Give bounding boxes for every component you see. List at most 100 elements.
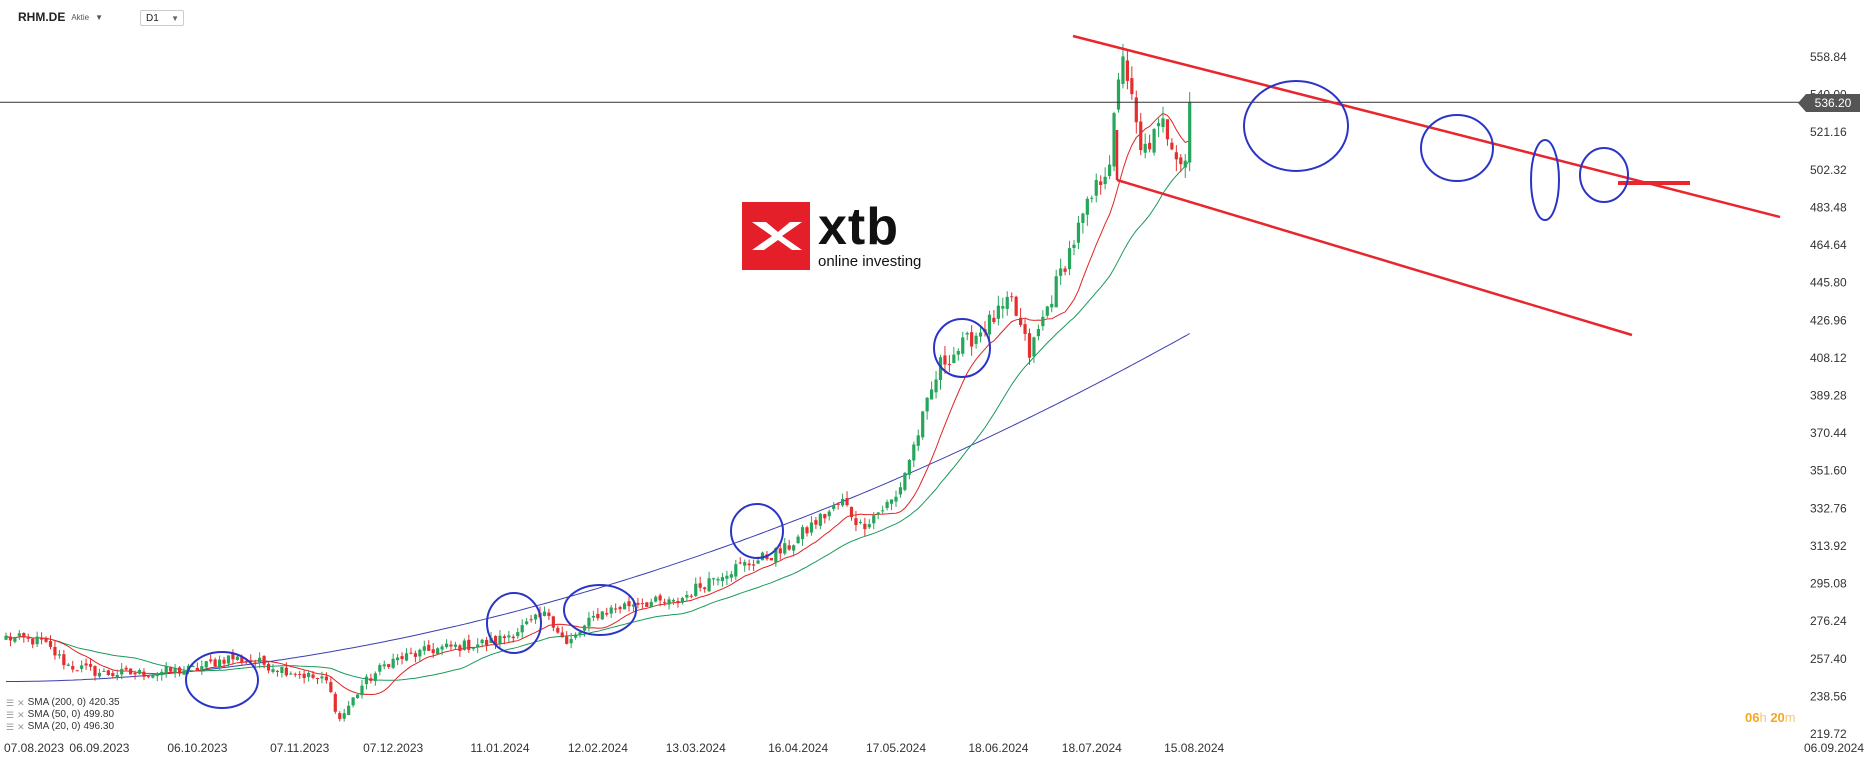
candle-body — [1085, 198, 1089, 215]
candle — [360, 679, 364, 699]
candle — [605, 607, 609, 617]
candle — [369, 673, 373, 684]
candle — [916, 429, 920, 452]
candle — [476, 638, 480, 654]
candle-body — [4, 635, 8, 640]
instrument-type-label: Aktie — [71, 12, 90, 22]
candle-body — [703, 587, 707, 590]
candle-body — [200, 666, 204, 671]
candle-body — [120, 668, 124, 675]
candle-body — [93, 666, 97, 676]
legend-item-sma200[interactable]: ☰ ✕ SMA (200, 0) 420.35 — [6, 697, 120, 709]
chevron-down-icon[interactable]: ▼ — [95, 12, 104, 22]
candle-body — [17, 633, 21, 636]
candle — [796, 534, 800, 544]
candle — [711, 577, 716, 586]
candle — [654, 595, 658, 603]
candle — [133, 670, 137, 680]
candle — [671, 598, 676, 605]
candle-body — [1050, 303, 1054, 308]
candle-body — [778, 548, 782, 554]
x-tick-label: 06.10.2023 — [167, 741, 227, 755]
candle — [44, 636, 48, 644]
candle-body — [440, 646, 444, 650]
candle-body — [315, 677, 320, 679]
candle — [324, 672, 328, 684]
candle-body — [747, 563, 751, 566]
candle-body — [1072, 244, 1076, 249]
close-icon[interactable]: ✕ — [17, 722, 25, 732]
candle — [177, 666, 182, 677]
candle-body — [1027, 333, 1032, 358]
candle-body — [654, 596, 658, 602]
candle-body — [1059, 268, 1063, 276]
candle-body — [391, 658, 395, 668]
candle-body — [298, 673, 302, 675]
candle — [565, 631, 569, 645]
sma-20-line — [5, 112, 1190, 696]
legend-value: 496.30 — [83, 721, 115, 732]
candle-body — [498, 635, 502, 644]
settings-icon[interactable]: ☰ — [6, 722, 15, 732]
candle-body — [787, 545, 791, 550]
candle — [129, 668, 133, 675]
candle-body — [1054, 276, 1058, 308]
x-tick-label: 12.02.2024 — [568, 741, 628, 755]
legend-item-sma20[interactable]: ☰ ✕ SMA (20, 0) 496.30 — [6, 721, 120, 733]
close-icon[interactable]: ✕ — [17, 710, 25, 720]
candle-body — [1183, 160, 1187, 168]
candle-body — [649, 601, 653, 608]
candle-body — [916, 435, 920, 446]
candle-body — [124, 667, 128, 670]
settings-icon[interactable]: ☰ — [6, 698, 15, 708]
candle — [805, 525, 809, 537]
candle — [1094, 173, 1098, 203]
candle-body — [987, 314, 992, 335]
candle-body — [502, 636, 506, 639]
candle — [529, 615, 533, 623]
candle — [22, 632, 26, 643]
candle-body — [204, 661, 208, 668]
candle — [195, 662, 199, 671]
candle — [542, 606, 547, 617]
candle-body — [1067, 248, 1072, 270]
candle — [889, 499, 894, 511]
candle — [262, 655, 266, 669]
candle — [778, 542, 782, 560]
candle — [560, 626, 564, 638]
candle — [382, 660, 386, 670]
candle — [35, 631, 39, 647]
candle-body — [436, 648, 440, 655]
candle — [996, 295, 1000, 326]
symbol-label[interactable]: RHM.DE — [18, 10, 66, 24]
y-tick-label: 389.28 — [1810, 389, 1847, 403]
candle — [458, 643, 462, 657]
candle — [685, 590, 689, 601]
candle-body — [160, 671, 164, 676]
candle-body — [1094, 180, 1098, 196]
candle — [1027, 328, 1032, 365]
legend-item-sma50[interactable]: ☰ ✕ SMA (50, 0) 499.80 — [6, 709, 120, 721]
candle — [1183, 154, 1187, 178]
candle — [1081, 212, 1085, 234]
candle-body — [329, 682, 333, 693]
candle — [743, 559, 747, 572]
candle-body — [266, 663, 271, 671]
settings-icon[interactable]: ☰ — [6, 710, 15, 720]
close-icon[interactable]: ✕ — [17, 698, 25, 708]
timeframe-select[interactable]: D1 ▼ — [140, 10, 184, 26]
candle-body — [1010, 296, 1014, 298]
candle — [137, 668, 142, 675]
candle-body — [413, 653, 417, 657]
y-tick-label: 257.40 — [1810, 652, 1847, 666]
current-price-label: 536.20 — [1798, 94, 1860, 112]
candle-body — [40, 638, 44, 640]
candle-body — [796, 536, 800, 544]
candle — [280, 666, 284, 678]
candle-body — [841, 498, 845, 506]
candle — [525, 617, 529, 626]
candle-body — [1036, 329, 1040, 337]
candle-body — [284, 667, 288, 676]
candle — [725, 570, 729, 586]
